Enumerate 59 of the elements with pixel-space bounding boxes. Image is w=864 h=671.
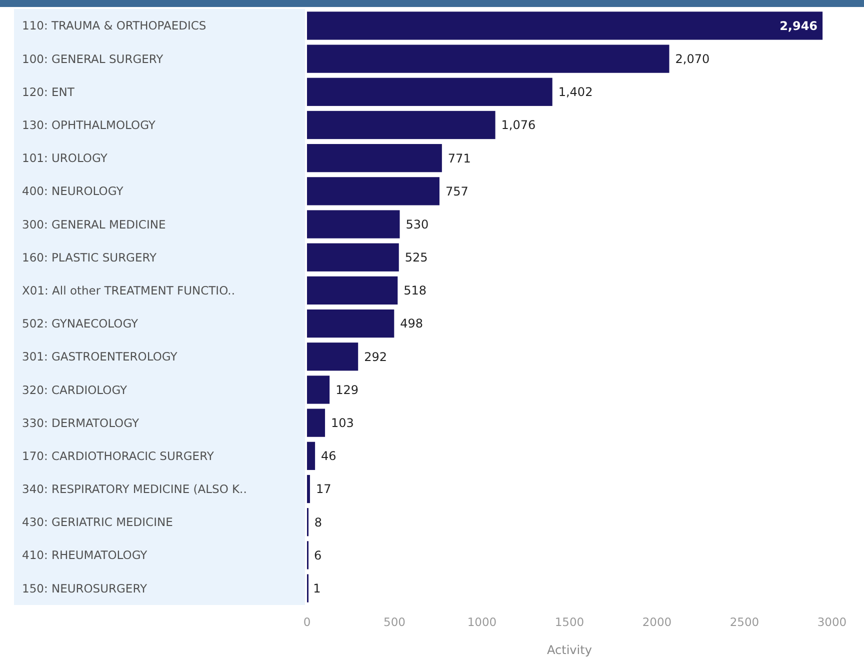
data-label: 292 (364, 350, 388, 364)
x-tick-label: 1000 (467, 615, 497, 630)
data-label: 757 (445, 184, 468, 198)
bar (307, 210, 400, 238)
bar (307, 276, 398, 305)
data-label: 2,070 (675, 52, 710, 66)
data-label: 525 (404, 250, 428, 265)
bar (307, 110, 496, 140)
bar (307, 78, 552, 106)
bar (307, 408, 326, 437)
x-tick-label: 2000 (642, 615, 672, 630)
data-label: 8 (314, 515, 322, 530)
y-tick-label: 120: ENT (22, 84, 76, 99)
bar (307, 177, 440, 206)
data-label: 771 (448, 151, 471, 166)
y-tick-label: 330: DERMATOLOGY (22, 416, 140, 430)
data-label: 1,076 (501, 118, 536, 132)
bar (307, 144, 442, 172)
y-tick-label: 320: CARDIOLOGY (22, 382, 128, 397)
y-tick-label: 100: GENERAL SURGERY (22, 52, 164, 66)
bar (307, 376, 330, 404)
x-tick-label: 2500 (730, 615, 760, 630)
y-tick-label: 410: RHEUMATOLOGY (22, 548, 148, 562)
bar (307, 474, 310, 504)
x-axis-title: Activity (547, 643, 592, 658)
y-tick-label: 110: TRAUMA & ORTHOPAEDICS (22, 18, 206, 33)
data-label: 17 (316, 482, 332, 496)
y-tick-label: 170: CARDIOTHORACIC SURGERY (22, 448, 215, 463)
bar (307, 342, 358, 371)
y-tick-label: X01: All other TREATMENT FUNCTIO.. (22, 283, 235, 298)
y-tick-label: 300: GENERAL MEDICINE (22, 217, 166, 232)
x-tick-label: 1500 (554, 615, 584, 630)
data-label: 103 (331, 416, 354, 430)
y-tick-label: 150: NEUROSURGERY (22, 581, 148, 596)
data-label: 518 (404, 284, 427, 298)
x-tick-label: 0 (303, 615, 311, 630)
y-tick-label: 101: UROLOGY (22, 151, 108, 166)
bar (307, 12, 823, 40)
y-tick-label: 340: RESPIRATORY MEDICINE (ALSO K.. (22, 482, 247, 496)
y-tick-label: 130: OPHTHALMOLOGY (22, 118, 156, 132)
y-tick-label: 430: GERIATRIC MEDICINE (22, 515, 173, 530)
data-label: 129 (336, 382, 358, 397)
x-tick-label: 500 (384, 615, 406, 630)
y-tick-label: 301: GASTROENTEROLOGY (22, 350, 178, 364)
data-label: 46 (321, 449, 336, 464)
bar (307, 442, 316, 470)
data-label: 1 (313, 581, 321, 596)
y-tick-label: 400: NEUROLOGY (22, 184, 124, 198)
bar (307, 44, 670, 73)
bar (307, 309, 394, 338)
data-label: 530 (406, 217, 429, 232)
data-label: 1,402 (558, 85, 593, 100)
data-label: 498 (400, 316, 424, 331)
y-tick-label: 502: GYNAECOLOGY (22, 316, 140, 331)
data-label: 6 (314, 548, 322, 562)
y-tick-label: 160: PLASTIC SURGERY (22, 250, 158, 264)
x-tick-label: 3000 (817, 615, 847, 630)
bar (307, 243, 399, 272)
data-label: 2,946 (780, 18, 818, 33)
